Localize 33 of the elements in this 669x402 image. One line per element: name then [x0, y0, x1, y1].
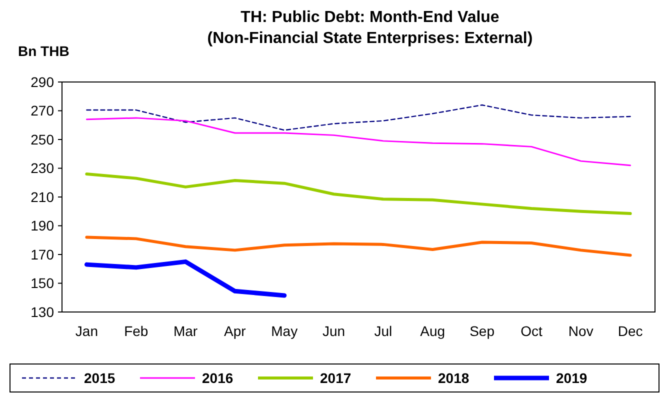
x-tick-label: Jan: [75, 323, 98, 339]
chart-title: TH: Public Debt: Month-End Value (Non-Financial State Enterprises: External): [207, 9, 533, 47]
legend-label: 2019: [556, 370, 588, 386]
x-tick-label: Sep: [470, 323, 495, 339]
y-tick-label: 250: [30, 131, 54, 148]
x-tick-label: Dec: [618, 323, 643, 339]
x-tick-label: Jun: [322, 323, 346, 339]
x-tick-label: Apr: [224, 323, 246, 339]
x-tick-label: Jul: [374, 323, 392, 339]
y-tick-label: 150: [30, 275, 54, 292]
x-tick-label: Feb: [124, 323, 148, 339]
y-tick-label: 170: [30, 246, 54, 262]
line-series: [86, 117, 632, 166]
line-series: [85, 172, 632, 216]
legend-label: 2015: [84, 370, 116, 386]
x-tick-label: Mar: [173, 323, 198, 339]
y-tick-label: 210: [30, 188, 54, 205]
x-tick-label: May: [271, 323, 298, 339]
line-series: [85, 236, 632, 257]
y-tick-label: 270: [30, 102, 54, 119]
y-tick-label: 190: [30, 218, 54, 234]
x-tick-label: Nov: [568, 323, 594, 339]
y-tick-label: 230: [30, 160, 54, 176]
x-tick-label: Oct: [520, 323, 542, 339]
y-tick-label: 130: [30, 304, 54, 320]
y-tick-label: 290: [30, 74, 54, 90]
legend-label: 2018: [438, 370, 470, 386]
y-axis-title: Bn THB: [18, 43, 70, 59]
line-series: [86, 104, 631, 131]
legend-label: 2016: [202, 370, 234, 386]
legend-label: 2017: [320, 370, 352, 386]
line-series: [84, 259, 287, 298]
x-tick-label: Aug: [420, 323, 446, 339]
